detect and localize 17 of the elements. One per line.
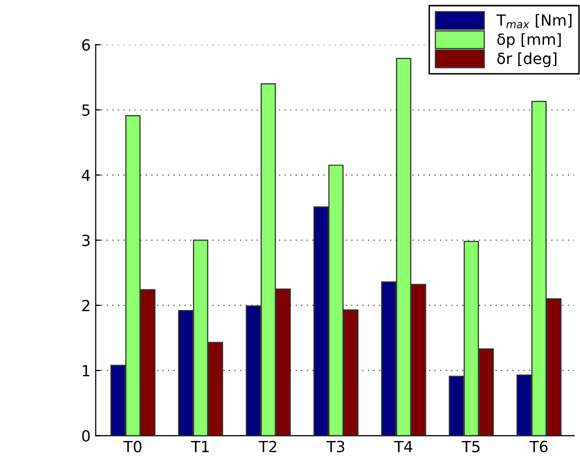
x-tick-label: T5 — [462, 440, 480, 452]
y-tick-label: 1 — [82, 365, 90, 376]
x-tick-label: T2 — [258, 440, 276, 452]
legend-label: δp [mm] — [497, 33, 561, 48]
x-tick-label: T3 — [326, 440, 344, 452]
x-tick-label: T4 — [394, 440, 412, 452]
legend-label: δr [deg] — [497, 52, 556, 68]
y-tick-label: 6 — [82, 39, 90, 51]
x-tick-label: T6 — [529, 440, 548, 452]
y-tick-label: 3 — [82, 234, 90, 246]
x-tick-label: T0 — [123, 440, 142, 452]
y-tick-label: 2 — [82, 300, 90, 312]
legend-label: T$_{max}$ [Nm] — [496, 14, 572, 28]
x-tick-label: T1 — [191, 440, 209, 452]
y-tick-label: 5 — [82, 104, 90, 116]
y-tick-label: 4 — [82, 170, 90, 181]
y-tick-label: 0 — [82, 430, 90, 442]
